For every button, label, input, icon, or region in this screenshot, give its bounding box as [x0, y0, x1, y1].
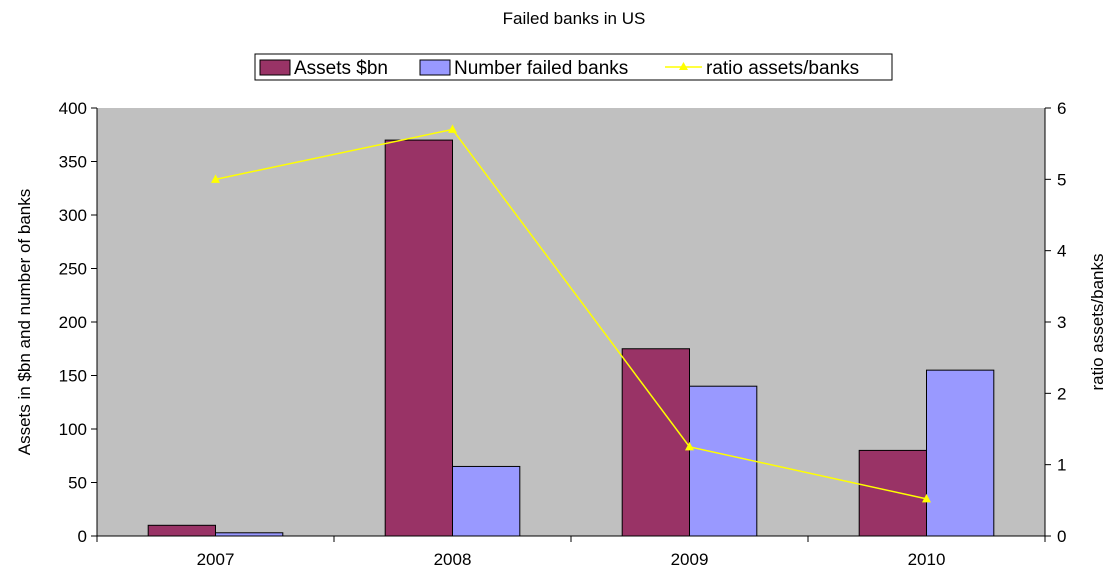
y-tick-label-right: 0 — [1057, 527, 1066, 546]
legend-label-number: Number failed banks — [454, 58, 628, 79]
legend: Assets $bn Number failed banks ratio ass… — [254, 53, 893, 81]
y-tick-label-left: 150 — [59, 367, 87, 386]
y-tick-label-right: 3 — [1057, 313, 1066, 332]
y-tick-label-right: 6 — [1057, 99, 1066, 118]
bar — [858, 449, 928, 537]
ratio-point — [685, 441, 694, 451]
legend-swatch-assets — [259, 59, 291, 76]
bar — [384, 139, 453, 537]
bar — [926, 369, 995, 537]
ratio-point — [211, 174, 220, 183]
y-tick-label-left: 50 — [68, 474, 87, 493]
legend-frame — [254, 53, 893, 81]
x-tick-label: 2009 — [671, 550, 709, 569]
bar — [452, 465, 521, 537]
legend-marker-ratio — [679, 62, 688, 70]
y-tick-label-right: 1 — [1057, 456, 1066, 475]
legend-label-ratio: ratio assets/banks — [706, 58, 859, 79]
x-tick-label: 2007 — [197, 550, 235, 569]
axes: 0 50 100 150 200 250 300 350 400 0 1 2 3 4 5 6 2007 2008 2… — [59, 99, 1067, 569]
y-tick-label-left: 100 — [59, 420, 87, 439]
x-tick-label: 2008 — [434, 550, 472, 569]
y-axis-title-right: ratio assets/banks — [1088, 253, 1107, 390]
legend-label-assets: Assets $bn — [294, 58, 388, 79]
x-tick-label: 2010 — [908, 550, 946, 569]
y-tick-label-right: 5 — [1057, 170, 1066, 189]
ratio-line — [215, 128, 927, 500]
y-tick-label-left: 200 — [59, 313, 87, 332]
y-axis-title-left: Assets in $bn and number of banks — [15, 189, 34, 456]
ratio-point — [448, 124, 457, 133]
bar — [621, 348, 691, 537]
y-tick-label-left: 0 — [78, 527, 87, 546]
ratio-point — [922, 493, 931, 503]
y-tick-label-left: 350 — [59, 153, 87, 172]
ratio-series — [211, 124, 931, 503]
legend-swatch-number — [419, 59, 451, 76]
chart-title: Failed banks in US — [503, 9, 646, 28]
y-tick-label-left: 400 — [59, 99, 87, 118]
bars — [147, 139, 995, 537]
y-tick-label-right: 4 — [1057, 242, 1066, 261]
y-tick-label-left: 300 — [59, 206, 87, 225]
bar — [689, 385, 758, 537]
y-tick-label-right: 2 — [1057, 384, 1066, 403]
y-tick-label-left: 250 — [59, 260, 87, 279]
bar — [147, 524, 216, 537]
